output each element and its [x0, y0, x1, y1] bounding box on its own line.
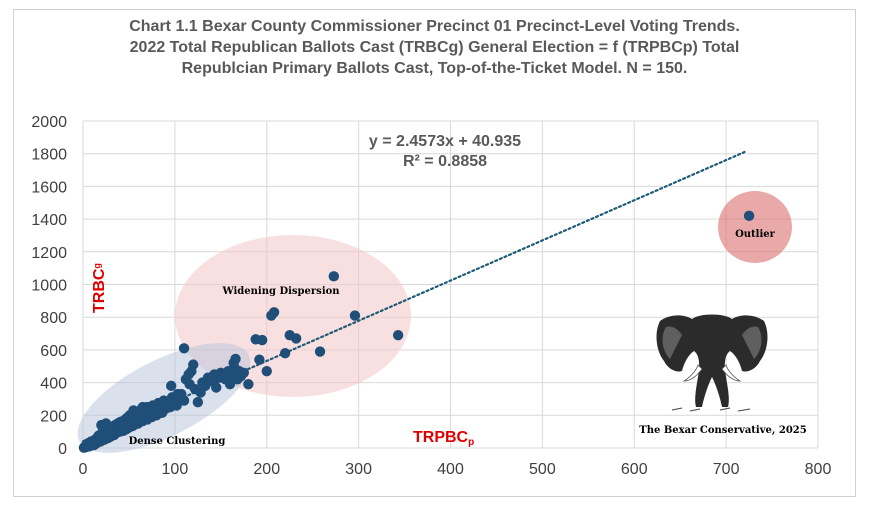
- y-tick-label: 0: [58, 441, 67, 458]
- x-tick-label: 800: [805, 461, 832, 478]
- data-point: [314, 346, 326, 357]
- y-tick-labels: 0 200 400 600 800 1000 1200 1400 1600 1800 2000: [31, 114, 67, 458]
- chart-title-line-3: Repub­lcian Primary Ballots Cast, Top-of…: [181, 60, 688, 77]
- data-point: [192, 397, 204, 408]
- annotation-credit: The Bexar Conservative, 2025: [639, 425, 806, 436]
- data-point: [178, 395, 190, 406]
- elephant-ground: [671, 407, 751, 412]
- y-tick-label: 800: [40, 310, 67, 327]
- x-tick-label: 200: [253, 461, 280, 478]
- data-point: [188, 359, 199, 370]
- data-point: [349, 310, 361, 321]
- x-tick-label: 500: [529, 461, 556, 478]
- data-point: [128, 405, 139, 416]
- r-squared-label: R² = 0.8858: [403, 153, 487, 170]
- y-tick-label: 400: [40, 376, 67, 393]
- elephant-ear-left: [662, 326, 682, 359]
- y-tick-label: 2000: [31, 114, 67, 131]
- data-point: [96, 419, 107, 431]
- outlier-ellipse: [718, 191, 792, 263]
- x-tick-label: 100: [162, 461, 189, 478]
- y-tick-label: 1400: [31, 212, 67, 229]
- trendline-equation: y = 2.4573x + 40.935: [369, 133, 521, 150]
- y-tick-label: 1000: [31, 278, 67, 295]
- x-tick-label: 700: [713, 461, 740, 478]
- x-axis-label: TRPBCp: [413, 429, 474, 448]
- data-point: [392, 329, 404, 341]
- elephant-body: [656, 314, 768, 407]
- y-axis-label-subscript: g: [92, 263, 102, 269]
- data-point: [261, 365, 272, 377]
- data-point: [166, 380, 177, 392]
- x-tick-label: 300: [345, 461, 372, 478]
- y-tick-label: 1200: [31, 245, 67, 262]
- y-axis-label-main: TRBC: [91, 268, 108, 313]
- data-point: [743, 210, 755, 222]
- data-point: [211, 382, 222, 393]
- annotation-outlier: Outlier: [735, 229, 776, 240]
- chart-title-line-2: 2022 Total Republican Ballots Cast (TRBC…: [129, 39, 740, 56]
- elephant-logo: [656, 314, 768, 412]
- data-point: [137, 401, 148, 413]
- data-point: [172, 388, 183, 400]
- elephant-tusk-left: [682, 364, 703, 382]
- data-point: [230, 353, 241, 365]
- elephant-tusk-right: [721, 364, 742, 382]
- x-tick-label: 600: [621, 461, 648, 478]
- x-axis-label-main: TRPBC: [413, 429, 469, 446]
- data-points: [78, 210, 755, 453]
- data-point: [224, 379, 236, 390]
- y-tick-label: 600: [40, 343, 67, 360]
- chart-title-line-1: Chart 1.1 Bexar County Commissioner Prec…: [129, 18, 740, 35]
- data-point: [254, 354, 265, 365]
- data-point: [178, 343, 190, 354]
- y-axis-label: TRBCg: [91, 263, 108, 313]
- data-point: [256, 334, 268, 346]
- data-point: [268, 307, 280, 318]
- data-point: [290, 333, 302, 344]
- annotation-widening-dispersion: Widening Dispersion: [221, 286, 340, 297]
- chart-title: Chart 1.1 Bexar County Commissioner Prec…: [0, 16, 869, 79]
- data-point: [151, 406, 162, 418]
- data-point: [279, 347, 291, 359]
- y-tick-label: 1800: [31, 147, 67, 164]
- x-tick-labels: 0 100 200 300 400 500 600 700 800: [79, 461, 832, 478]
- annotation-dense-clustering: Dense Clustering: [129, 436, 226, 447]
- x-axis-label-subscript: p: [468, 437, 474, 448]
- data-point: [238, 367, 249, 378]
- x-tick-label: 400: [437, 461, 464, 478]
- y-tick-label: 1600: [31, 179, 67, 196]
- x-tick-label: 0: [79, 461, 88, 478]
- data-point: [328, 271, 340, 282]
- y-tick-label: 200: [40, 408, 67, 425]
- data-point: [243, 379, 254, 390]
- elephant-ear-right: [742, 326, 762, 359]
